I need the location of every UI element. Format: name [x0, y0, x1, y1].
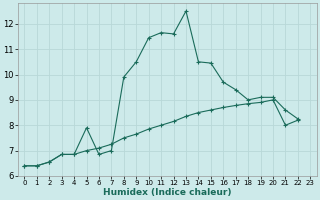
X-axis label: Humidex (Indice chaleur): Humidex (Indice chaleur): [103, 188, 232, 197]
